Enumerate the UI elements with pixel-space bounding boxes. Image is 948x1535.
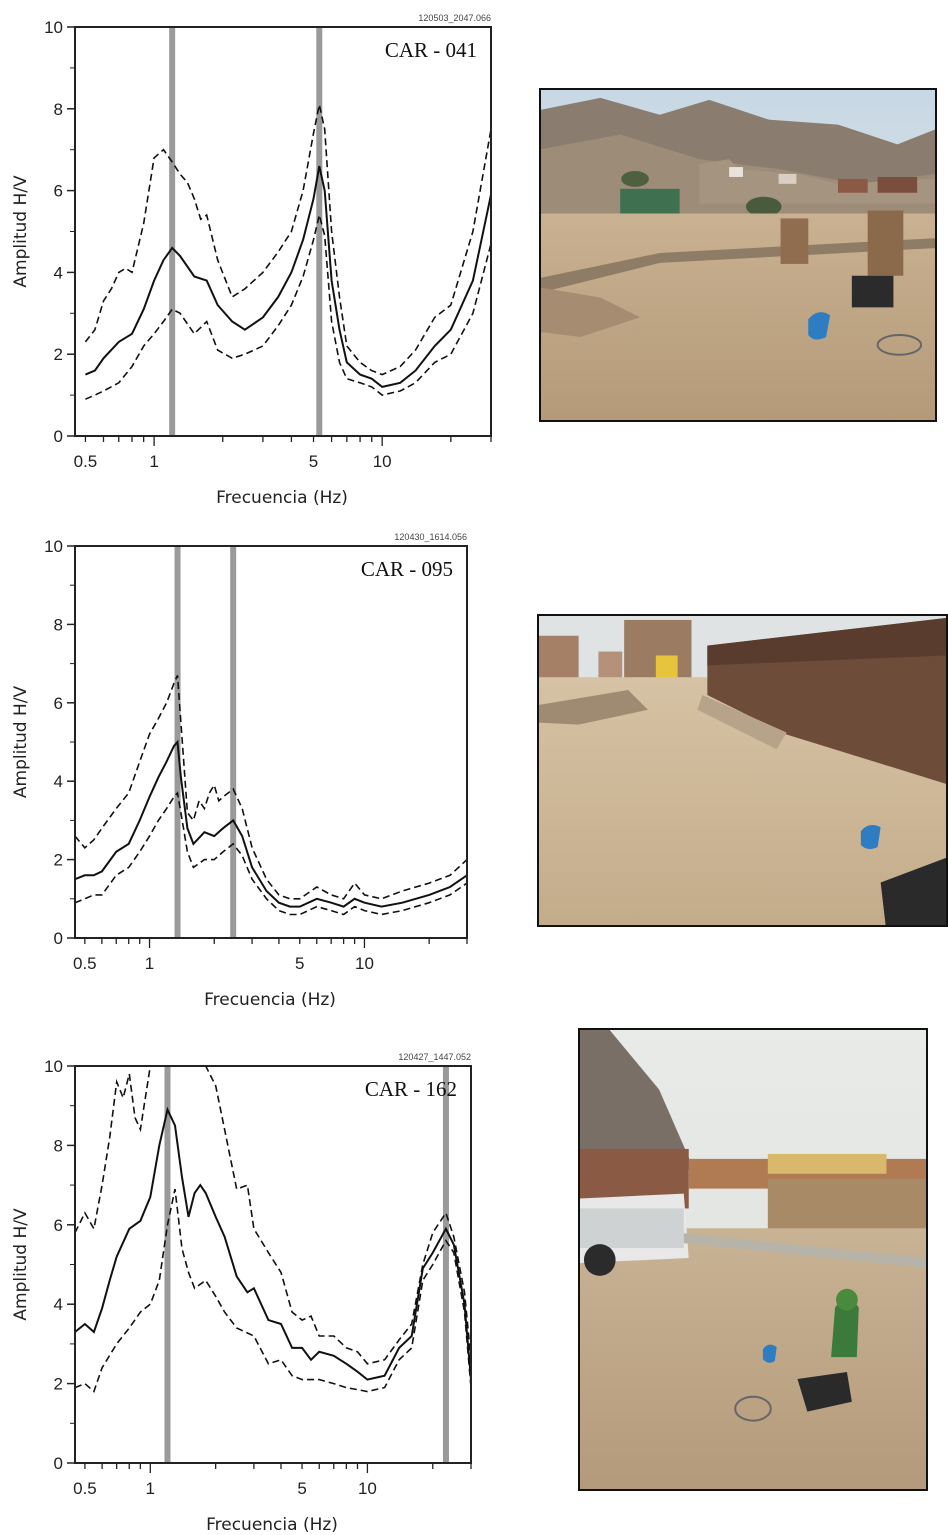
hv-curve-mean bbox=[75, 1106, 471, 1381]
x-tick-label: 0.5 bbox=[73, 954, 97, 973]
plot-area bbox=[75, 546, 467, 938]
peak-frequency-line bbox=[164, 1066, 171, 1463]
x-tick-label: 10 bbox=[355, 954, 374, 973]
site-photo-1-image bbox=[541, 90, 935, 420]
x-tick-label: 10 bbox=[373, 452, 392, 471]
y-tick-label: 6 bbox=[54, 694, 63, 713]
y-axis-title: Amplitud H/V bbox=[11, 1208, 31, 1321]
y-tick-label: 2 bbox=[54, 851, 63, 870]
file-id-label: 120427_1447.052 bbox=[398, 1052, 471, 1062]
peak-frequency-line bbox=[230, 546, 237, 938]
y-tick-label: 0 bbox=[54, 427, 63, 446]
hv-curve-upper bbox=[75, 1066, 471, 1365]
y-tick-label: 8 bbox=[54, 100, 63, 119]
y-axis-title: Amplitud H/V bbox=[11, 686, 31, 799]
x-tick-label: 5 bbox=[297, 1479, 306, 1498]
y-tick-label: 10 bbox=[44, 537, 63, 556]
x-tick-label: 0.5 bbox=[73, 1479, 97, 1498]
y-tick-label: 0 bbox=[54, 929, 63, 948]
site-photo-2 bbox=[537, 614, 948, 927]
station-label: CAR - 095 bbox=[361, 557, 453, 581]
x-axis-title: Frecuencia (Hz) bbox=[206, 1515, 338, 1535]
site-photo-3-image bbox=[580, 1030, 926, 1489]
x-axis-title: Frecuencia (Hz) bbox=[216, 488, 348, 508]
y-tick-label: 0 bbox=[54, 1454, 63, 1473]
hv-curve-lower bbox=[85, 214, 491, 400]
station-label: CAR - 162 bbox=[365, 1077, 457, 1101]
hv-curve-lower bbox=[75, 791, 467, 916]
x-tick-label: 1 bbox=[145, 954, 154, 973]
x-tick-label: 5 bbox=[309, 452, 318, 471]
x-tick-label: 10 bbox=[358, 1479, 377, 1498]
hv-curve-upper bbox=[84, 104, 491, 376]
hv-chart-3: 0 2 4 6 8 10 0.5 1 5 10 Frecuencia (Hz) Amplitud H/… bbox=[11, 1052, 472, 1535]
site-photo-3 bbox=[578, 1028, 928, 1491]
hv-curve-mean bbox=[85, 165, 491, 388]
y-tick-label: 6 bbox=[54, 182, 63, 201]
station-label: CAR - 041 bbox=[385, 38, 477, 62]
y-tick-label: 6 bbox=[54, 1216, 63, 1235]
hv-chart-2: 0 2 4 6 8 10 0.5 1 5 10 Frecuencia (Hz) Amplitud H/… bbox=[11, 532, 468, 1010]
x-tick-label: 1 bbox=[146, 1479, 155, 1498]
site-photo-1 bbox=[539, 88, 937, 422]
x-tick-label: 0.5 bbox=[74, 452, 98, 471]
y-tick-label: 2 bbox=[54, 1375, 63, 1394]
peak-frequency-line bbox=[169, 27, 176, 436]
y-tick-label: 4 bbox=[54, 263, 63, 282]
y-tick-label: 8 bbox=[54, 1136, 63, 1155]
hv-chart-1: 0 2 4 6 8 10 0.5 1 5 10 Frecuencia (Hz) Amplitud H/… bbox=[11, 13, 492, 508]
x-axis-title: Frecuencia (Hz) bbox=[204, 990, 336, 1010]
site-photo-2-image bbox=[539, 616, 946, 925]
x-tick-label: 5 bbox=[295, 954, 304, 973]
plot-area bbox=[75, 1066, 471, 1463]
hv-curve-lower bbox=[75, 1188, 471, 1393]
y-tick-label: 2 bbox=[54, 345, 63, 364]
file-id-label: 120430_1614.056 bbox=[394, 532, 467, 542]
plot-area bbox=[75, 27, 491, 436]
hv-curve-upper bbox=[75, 675, 467, 900]
peak-frequency-line bbox=[442, 1066, 449, 1463]
hv-curve-mean bbox=[75, 739, 467, 908]
y-tick-label: 10 bbox=[44, 1057, 63, 1076]
peak-frequency-line bbox=[316, 27, 323, 436]
file-id-label: 120503_2047.066 bbox=[418, 13, 491, 23]
y-tick-label: 10 bbox=[44, 18, 63, 37]
y-tick-label: 4 bbox=[54, 1295, 63, 1314]
y-tick-label: 8 bbox=[54, 615, 63, 634]
y-axis-title: Amplitud H/V bbox=[11, 175, 31, 288]
y-tick-label: 4 bbox=[54, 772, 63, 791]
x-tick-label: 1 bbox=[149, 452, 158, 471]
